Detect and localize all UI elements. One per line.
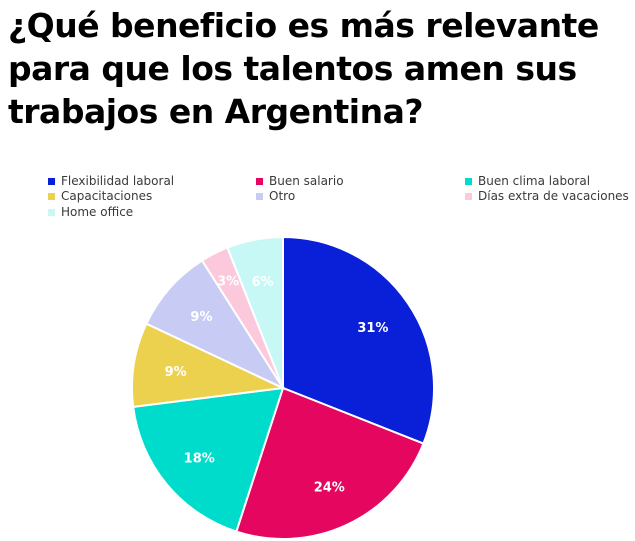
legend-item-otro: Otro bbox=[256, 189, 295, 203]
legend-label: Otro bbox=[269, 189, 296, 203]
legend-swatch bbox=[48, 208, 55, 216]
legend-swatch bbox=[465, 177, 472, 185]
legend-swatch bbox=[256, 177, 263, 185]
legend-label: Buen salario bbox=[269, 174, 344, 188]
title-line-2: para que los talentos amen sus bbox=[8, 49, 577, 88]
legend-label: Capacitaciones bbox=[61, 189, 153, 203]
slice-label-otro: 9% bbox=[190, 310, 212, 325]
pie-slice-home-office bbox=[226, 235, 284, 389]
slice-label-flexibilidad: 31% bbox=[357, 321, 388, 336]
pie-slice-buen-clima bbox=[132, 386, 285, 533]
slice-label-capacitaciones: 9% bbox=[165, 365, 187, 380]
legend-swatch bbox=[48, 192, 55, 200]
slice-label-buen-salario: 24% bbox=[314, 480, 345, 495]
slice-label-buen-clima: 18% bbox=[184, 451, 215, 466]
legend-label: Buen clima laboral bbox=[478, 174, 591, 188]
legend-item-home-office: Home office bbox=[48, 205, 133, 219]
pie-slice-otro bbox=[145, 259, 286, 391]
legend-item-dias-extra: Días extra de vacaciones bbox=[465, 189, 629, 203]
legend-item-buen-clima: Buen clima laboral bbox=[465, 174, 590, 188]
legend-swatch bbox=[465, 192, 472, 200]
legend-swatch bbox=[48, 177, 55, 185]
legend-item-buen-salario: Buen salario bbox=[256, 174, 344, 188]
legend-label: Días extra de vacaciones bbox=[478, 189, 629, 203]
legend-item-capacitaciones: Capacitaciones bbox=[48, 189, 152, 203]
legend-item-flexibilidad: Flexibilidad laboral bbox=[48, 174, 174, 188]
pie-slice-capacitaciones bbox=[131, 322, 287, 409]
pie-slice-buen-salario bbox=[235, 386, 425, 540]
legend-swatch bbox=[256, 192, 263, 200]
title-line-3: trabajos en Argentina? bbox=[8, 92, 424, 131]
legend-label: Home office bbox=[61, 205, 134, 219]
chart-title: ¿Qué beneficio es más relevante para que… bbox=[8, 4, 628, 133]
slice-label-home-office: 6% bbox=[252, 275, 274, 290]
title-line-1: ¿Qué beneficio es más relevante bbox=[8, 6, 599, 45]
legend-label: Flexibilidad laboral bbox=[61, 174, 175, 188]
pie-slice-flexibilidad bbox=[282, 235, 435, 445]
slice-label-dias-extra: 3% bbox=[217, 274, 239, 289]
